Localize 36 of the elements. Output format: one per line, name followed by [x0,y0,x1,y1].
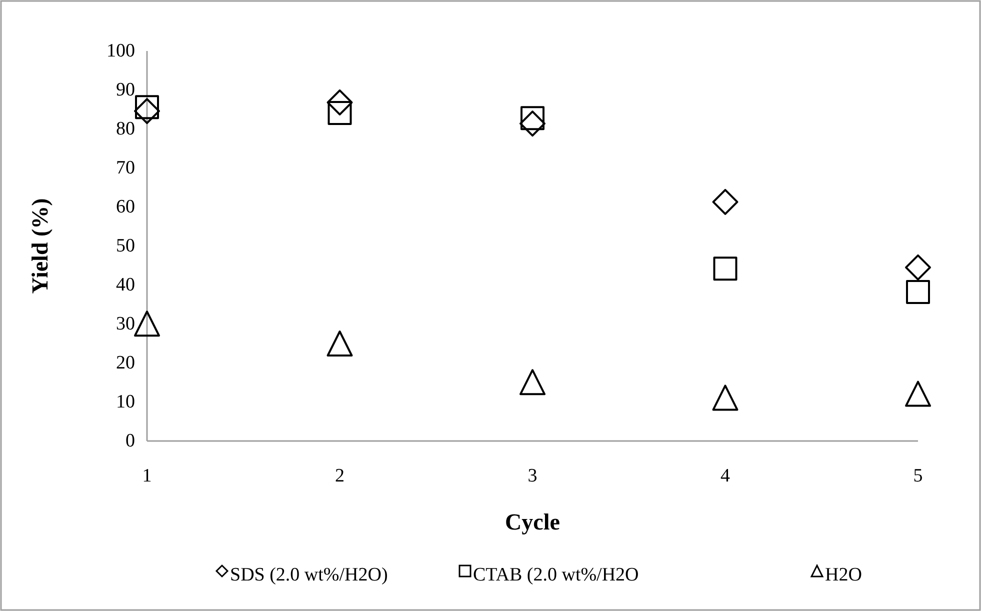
legend-label: H2O [825,564,862,586]
x-tick-label: 3 [528,466,538,486]
x-tick-label: 4 [720,466,730,486]
y-tick-label: 100 [106,40,135,62]
y-tick-label: 90 [116,80,135,100]
point [905,254,931,280]
y-tick-label: 30 [116,314,135,334]
point [905,380,931,407]
point [713,256,738,281]
point [326,330,353,356]
point [134,310,160,337]
point [135,95,159,120]
y-axis-title: Yield (%) [28,198,52,294]
y-tick-label: 0 [126,430,135,452]
legend-label: CTAB (2.0 wt%/H2O [473,564,639,586]
point [712,188,738,215]
point [134,98,160,124]
y-tick-label: 50 [116,236,135,256]
x-tick-label: 2 [335,466,344,486]
x-tick-label: 1 [142,466,152,486]
point [712,384,738,411]
point [520,369,546,396]
y-tick-label: 80 [116,118,135,140]
y-tick-label: 40 [116,274,135,296]
point [520,110,546,137]
y-tick-label: 70 [116,158,135,178]
y-tick-label: 20 [116,352,135,374]
point [326,89,353,116]
point [906,280,930,304]
point [328,101,352,126]
point [520,106,544,130]
y-tick-label: 10 [116,392,135,412]
x-tick-label: 5 [913,466,923,486]
legend-label: SDS (2.0 wt%/H2O) [230,564,388,586]
x-axis-title: Cycle [505,510,560,534]
y-tick-label: 60 [116,196,135,218]
